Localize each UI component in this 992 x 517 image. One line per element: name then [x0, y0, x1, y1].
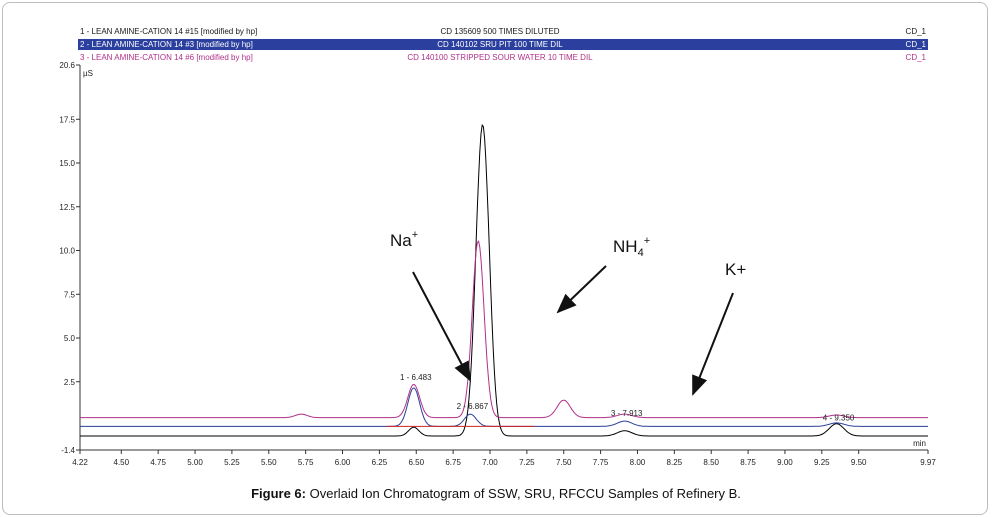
x-tick-label: 8.00 — [630, 458, 646, 467]
annotation-arrow-1 — [412, 271, 471, 382]
chart-header: 1 - LEAN AMINE-CATION 14 #15 [modified b… — [78, 27, 928, 62]
annotation-superscript: + — [412, 229, 418, 241]
series-2-line — [80, 387, 928, 427]
y-tick-label: 7.5 — [64, 290, 76, 299]
x-tick-label: 4.50 — [114, 458, 130, 467]
header-row-3-center: CD 140100 STRIPPED SOUR WATER 10 TIME DI… — [407, 53, 593, 62]
x-tick-label: 6.75 — [445, 458, 461, 467]
x-tick-label: 4.75 — [150, 458, 166, 467]
annotation-label-1: Na+ — [390, 229, 418, 250]
peak-label-2: 2 - 6.867 — [457, 402, 489, 411]
x-tick-label: 6.25 — [372, 458, 388, 467]
header-row-2-center: CD 140102 SRU PIT 100 TIME DIL — [437, 40, 563, 49]
header-row-1-center: CD 135609 500 TIMES DILUTED — [440, 27, 559, 36]
chart-peak-labels: 1 - 6.483 2 - 6.867 3 - 7.913 4 - 9.350 — [400, 373, 855, 422]
x-tick-label: 9.97 — [920, 458, 936, 467]
y-tick-label: 2.5 — [64, 378, 76, 387]
x-tick-label: 5.00 — [187, 458, 203, 467]
y-axis-unit: µS — [83, 69, 93, 78]
header-row-3-left: 3 - LEAN AMINE-CATION 14 #6 [modified by… — [80, 53, 253, 62]
annotation-superscript: + — [644, 235, 650, 247]
chart-series — [80, 123, 928, 437]
header-row-2-left: 2 - LEAN AMINE-CATION 14 #3 [modified by… — [80, 40, 253, 49]
caption-text: Overlaid Ion Chromatogram of SSW, SRU, R… — [305, 486, 741, 501]
annotation-label-3: K+ — [725, 260, 746, 279]
x-tick-label: 5.25 — [224, 458, 240, 467]
x-tick-label: 9.50 — [851, 458, 867, 467]
peak-label-1: 1 - 6.483 — [400, 373, 432, 382]
header-row-1-right: CD_1 — [906, 27, 927, 36]
annotation-text: Na — [390, 231, 412, 250]
x-tick-label: 7.50 — [556, 458, 572, 467]
y-tick-label: 5.0 — [64, 334, 76, 343]
x-tick-label: 8.50 — [703, 458, 719, 467]
chart-axes: 4.22 4.50 4.75 5.00 5.25 5.50 5.75 6.00 6.25 6.50… — [59, 61, 936, 467]
series-1-line — [80, 123, 928, 437]
peak-label-3: 3 - 7.913 — [611, 409, 643, 418]
x-tick-label: 8.25 — [667, 458, 683, 467]
chart-annotations: Na+NH4+K+ — [390, 229, 746, 396]
annotation-text: NH — [613, 237, 638, 256]
caption-label: Figure 6: — [251, 486, 306, 501]
header-row-highlight — [78, 39, 928, 50]
y-tick-label: 10.0 — [59, 247, 75, 256]
annotation-arrow-3 — [692, 292, 734, 396]
x-tick-label: 9.00 — [777, 458, 793, 467]
annotation-label-2: NH4+ — [613, 235, 650, 259]
x-tick-label: 5.75 — [298, 458, 314, 467]
header-row-1-left: 1 - LEAN AMINE-CATION 14 #15 [modified b… — [80, 27, 257, 36]
header-row-3-right: CD_1 — [906, 53, 927, 62]
x-tick-label: 7.25 — [519, 458, 535, 467]
x-tick-label: 8.75 — [740, 458, 756, 467]
x-tick-label: 7.00 — [482, 458, 498, 467]
annotation-text: K+ — [725, 260, 746, 279]
annotation-subscript: 4 — [638, 247, 644, 259]
x-axis-unit: min — [913, 439, 926, 448]
y-tick-label: 15.0 — [59, 159, 75, 168]
y-tick-label: -1.4 — [61, 446, 75, 455]
y-tick-label: 12.5 — [59, 203, 75, 212]
x-tick-label: 4.22 — [72, 458, 88, 467]
x-tick-label: 9.25 — [814, 458, 830, 467]
figure-caption: Figure 6: Overlaid Ion Chromatogram of S… — [0, 486, 992, 501]
x-tick-label: 6.00 — [335, 458, 351, 467]
x-tick-label: 5.50 — [261, 458, 277, 467]
x-tick-label: 7.75 — [593, 458, 609, 467]
y-tick-label: 17.5 — [59, 115, 75, 124]
peak-label-4: 4 - 9.350 — [823, 413, 855, 422]
annotation-arrow-2 — [556, 265, 607, 314]
y-tick-label: 20.6 — [59, 61, 75, 70]
x-tick-label: 6.50 — [408, 458, 424, 467]
series-3-line — [80, 240, 928, 419]
header-row-2-right: CD_1 — [906, 40, 927, 49]
